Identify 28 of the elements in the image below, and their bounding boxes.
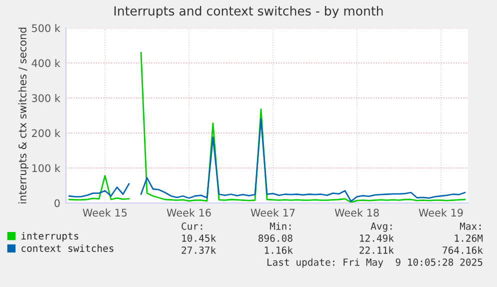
x-tick-label: Week 15 <box>82 208 127 217</box>
y-tick-label: 300 k <box>32 94 60 102</box>
text: Avg: <box>370 222 392 232</box>
x-tick-label: Week 17 <box>250 208 295 217</box>
text: Min: <box>270 222 291 230</box>
chart-title: Interrupts and context switches - by month <box>114 6 383 18</box>
text: 764.16k <box>442 246 483 254</box>
y-tick-label: 500 k <box>32 24 60 32</box>
text: 1.16k <box>264 246 293 254</box>
text: 896.08 <box>258 234 292 242</box>
x-tick-label: Week 19 <box>418 208 463 217</box>
text: 1.26M <box>454 234 483 242</box>
text: 22.11k <box>360 246 394 254</box>
text: 12.49k <box>360 234 394 242</box>
text: Last update: Fri May 9 10:05:28 2025 <box>267 258 482 268</box>
y-tick-label: 100 k <box>32 164 60 172</box>
y-tick-label: 400 k <box>32 59 60 68</box>
text: Max: <box>460 222 481 230</box>
y-axis-title: interrupts & ctx switches / second <box>18 28 28 204</box>
text: 10.45k <box>182 234 216 242</box>
y-tick-label: 200 k <box>32 129 60 138</box>
x-tick-label: Week 16 <box>166 208 211 217</box>
legend-label: interrupts <box>21 232 78 242</box>
legend-label: context switches <box>22 244 114 252</box>
x-tick-label: Week 18 <box>334 208 379 217</box>
y-tick-label: 0 <box>54 199 60 208</box>
text: Cur: <box>182 222 202 230</box>
text: 27.37k <box>182 246 216 254</box>
